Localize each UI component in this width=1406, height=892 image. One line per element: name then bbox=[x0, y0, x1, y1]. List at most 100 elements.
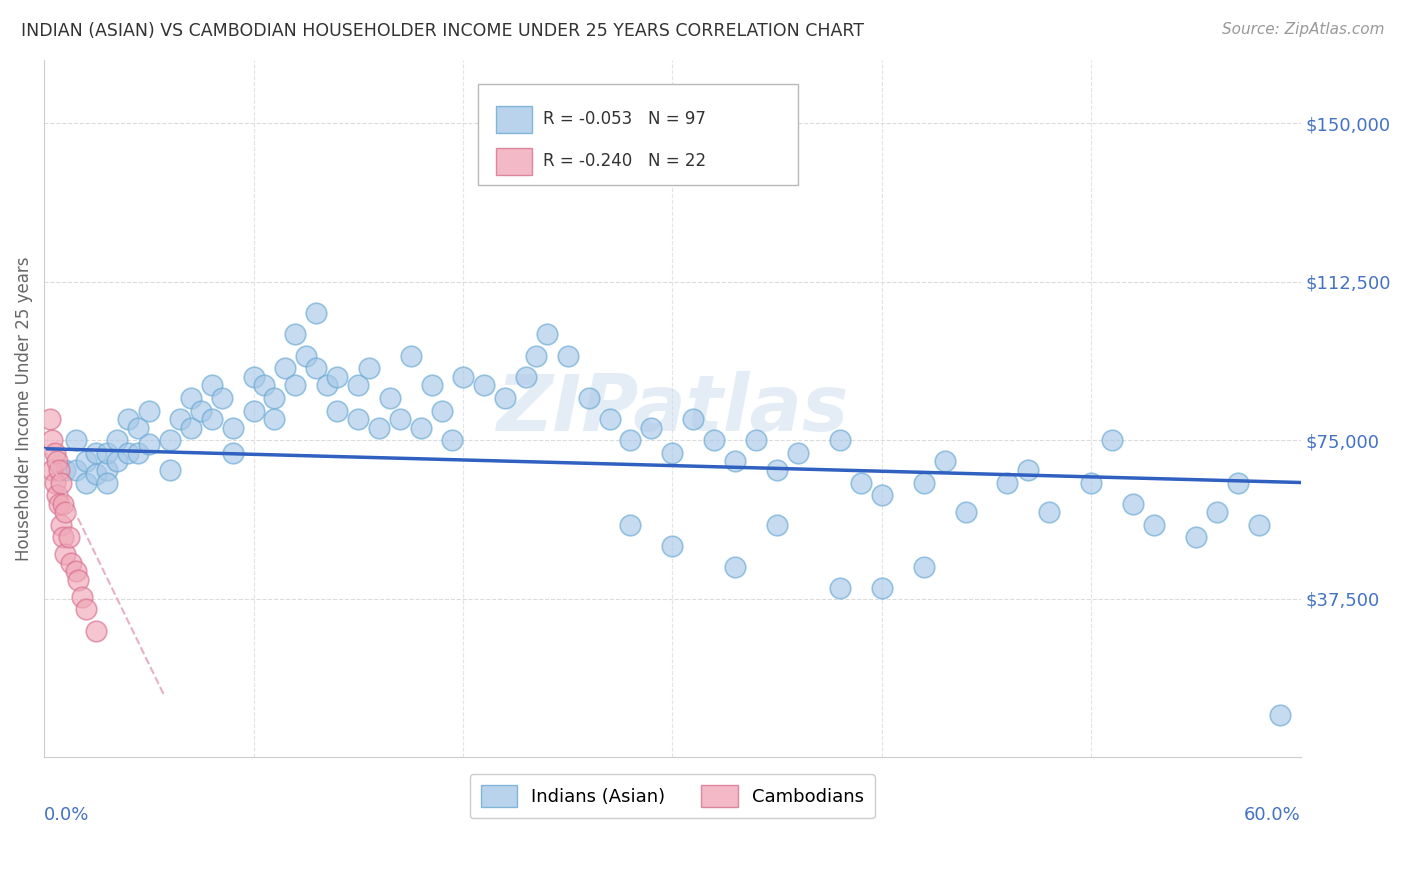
Point bbox=[169, 412, 191, 426]
Point bbox=[159, 463, 181, 477]
Point bbox=[1080, 475, 1102, 490]
Text: 0.0%: 0.0% bbox=[44, 806, 90, 824]
Point bbox=[48, 463, 70, 477]
Point bbox=[1268, 708, 1291, 723]
Point bbox=[1017, 463, 1039, 477]
Point bbox=[180, 391, 202, 405]
Point bbox=[619, 517, 641, 532]
Point bbox=[870, 488, 893, 502]
Point bbox=[494, 391, 516, 405]
Text: R = -0.240   N = 22: R = -0.240 N = 22 bbox=[543, 152, 706, 169]
Point bbox=[766, 517, 789, 532]
Legend: Indians (Asian), Cambodians: Indians (Asian), Cambodians bbox=[470, 774, 875, 818]
Point bbox=[284, 327, 307, 342]
Point bbox=[305, 361, 328, 376]
Point bbox=[1122, 497, 1144, 511]
Point bbox=[221, 446, 243, 460]
Point bbox=[724, 454, 747, 468]
Point bbox=[1205, 505, 1227, 519]
Point bbox=[44, 475, 66, 490]
Point bbox=[86, 446, 108, 460]
Point bbox=[201, 412, 224, 426]
Point bbox=[745, 434, 768, 448]
Point bbox=[65, 463, 87, 477]
Point bbox=[159, 434, 181, 448]
Point bbox=[661, 539, 683, 553]
Point bbox=[86, 467, 108, 481]
Point bbox=[828, 434, 851, 448]
Point bbox=[107, 454, 129, 468]
Point bbox=[787, 446, 810, 460]
Point bbox=[347, 378, 370, 392]
Point bbox=[661, 446, 683, 460]
Point bbox=[315, 378, 337, 392]
Point bbox=[912, 560, 935, 574]
Point bbox=[65, 434, 87, 448]
Point bbox=[420, 378, 443, 392]
Point bbox=[117, 412, 139, 426]
Point bbox=[724, 560, 747, 574]
Point bbox=[53, 505, 76, 519]
Point bbox=[1185, 531, 1208, 545]
Bar bbox=[496, 106, 531, 133]
Point bbox=[703, 434, 725, 448]
Point bbox=[75, 475, 97, 490]
FancyBboxPatch shape bbox=[478, 84, 799, 186]
Point bbox=[1101, 434, 1123, 448]
Point bbox=[357, 361, 380, 376]
Point bbox=[49, 475, 72, 490]
Point bbox=[190, 403, 212, 417]
Point bbox=[221, 420, 243, 434]
Text: INDIAN (ASIAN) VS CAMBODIAN HOUSEHOLDER INCOME UNDER 25 YEARS CORRELATION CHART: INDIAN (ASIAN) VS CAMBODIAN HOUSEHOLDER … bbox=[21, 22, 865, 40]
Point bbox=[640, 420, 662, 434]
Point bbox=[578, 391, 600, 405]
Point bbox=[52, 531, 75, 545]
Point bbox=[211, 391, 233, 405]
Y-axis label: Householder Income Under 25 years: Householder Income Under 25 years bbox=[15, 256, 32, 561]
Point bbox=[934, 454, 956, 468]
Point bbox=[536, 327, 558, 342]
Point bbox=[96, 463, 118, 477]
Point bbox=[117, 446, 139, 460]
Point bbox=[127, 446, 149, 460]
Point bbox=[86, 624, 108, 638]
Point bbox=[253, 378, 276, 392]
Point bbox=[305, 306, 328, 320]
Point bbox=[138, 403, 160, 417]
Point bbox=[912, 475, 935, 490]
Point bbox=[263, 412, 285, 426]
Point bbox=[955, 505, 977, 519]
Point bbox=[766, 463, 789, 477]
Point bbox=[326, 369, 349, 384]
Point bbox=[619, 434, 641, 448]
Text: 60.0%: 60.0% bbox=[1244, 806, 1301, 824]
Point bbox=[96, 475, 118, 490]
Point bbox=[389, 412, 412, 426]
Point bbox=[828, 581, 851, 595]
Text: ZIPatlas: ZIPatlas bbox=[496, 370, 848, 447]
Point bbox=[39, 412, 62, 426]
Point bbox=[263, 391, 285, 405]
Point bbox=[201, 378, 224, 392]
Point bbox=[274, 361, 297, 376]
Point bbox=[347, 412, 370, 426]
Point bbox=[53, 463, 76, 477]
Point bbox=[58, 531, 80, 545]
Point bbox=[409, 420, 432, 434]
Point bbox=[45, 488, 67, 502]
Point bbox=[1143, 517, 1166, 532]
Point bbox=[107, 434, 129, 448]
Point bbox=[65, 564, 87, 578]
Point bbox=[515, 369, 537, 384]
Point bbox=[1247, 517, 1270, 532]
Point bbox=[849, 475, 872, 490]
Point bbox=[242, 403, 264, 417]
Bar bbox=[496, 148, 531, 175]
Point bbox=[997, 475, 1019, 490]
Point bbox=[295, 349, 318, 363]
Point bbox=[138, 437, 160, 451]
Point bbox=[472, 378, 495, 392]
Point bbox=[41, 463, 63, 477]
Point bbox=[1038, 505, 1060, 519]
Point bbox=[127, 420, 149, 434]
